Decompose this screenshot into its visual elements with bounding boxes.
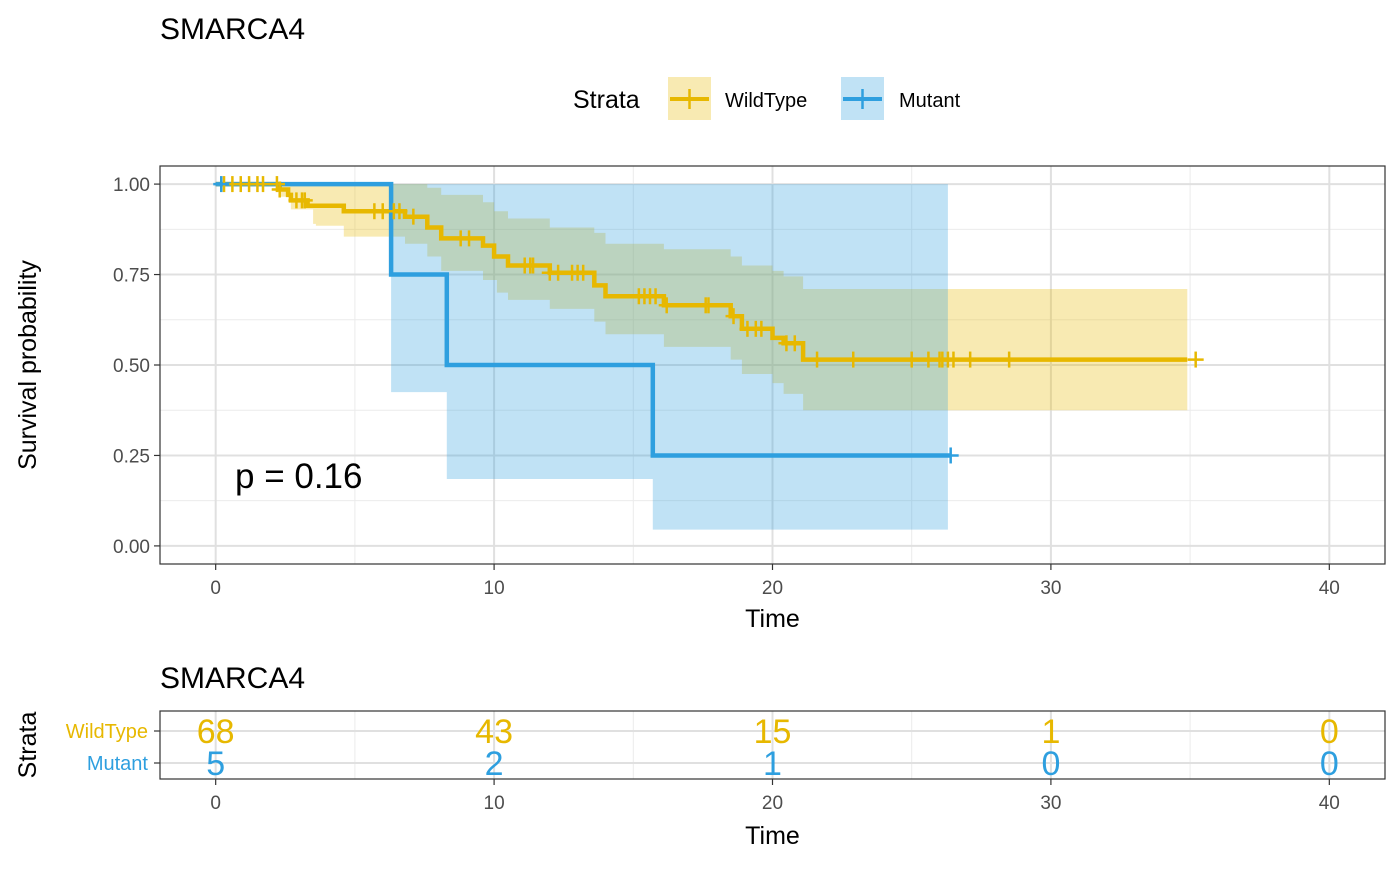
risk-strata-label-mutant: Mutant <box>87 753 149 775</box>
risk-count-mutant: 0 <box>1320 745 1339 783</box>
x-tick-label: 0 <box>210 793 221 814</box>
legend-label-wildtype: WildType <box>725 90 807 112</box>
x-tick-label: 20 <box>762 578 783 599</box>
x-tick-label: 30 <box>1040 578 1061 599</box>
y-tick-label: 0.25 <box>113 446 150 467</box>
legend-title: Strata <box>573 86 640 114</box>
legend-label-mutant: Mutant <box>899 90 961 112</box>
x-axis-title: Time <box>745 605 800 633</box>
x-tick-label: 40 <box>1319 578 1340 599</box>
legend-key-wildtype <box>668 77 711 120</box>
survival-plot: SMARCA4 Strata WildType Mutant 0.000.250… <box>14 13 1386 633</box>
risk-table-title: SMARCA4 <box>160 662 305 695</box>
risk-strata-label-wildtype: WildType <box>66 721 148 743</box>
censor-marks <box>213 176 1204 464</box>
x-tick-label: 30 <box>1040 793 1061 814</box>
y-tick-label: 1.00 <box>113 175 150 196</box>
legend-key-mutant <box>841 77 884 120</box>
x-tick-label: 10 <box>484 793 505 814</box>
risk-grid <box>160 711 1385 779</box>
risk-strata-labels: WildType Mutant <box>66 721 160 775</box>
legend: Strata WildType Mutant <box>573 77 961 120</box>
y-axis-title: Survival probability <box>14 260 42 470</box>
y-axis: 0.00 0.25 0.50 0.75 1.00 <box>113 175 160 558</box>
risk-count-wildtype: 68 <box>197 713 235 751</box>
risk-count-mutant: 5 <box>206 745 225 783</box>
risk-count-mutant: 2 <box>485 745 504 783</box>
risk-count-wildtype: 1 <box>1041 713 1060 751</box>
risk-x-axis: 0 10 20 30 40 <box>210 779 1340 814</box>
pvalue-annotation: p = 0.16 <box>235 457 362 496</box>
x-tick-label: 40 <box>1319 793 1340 814</box>
x-tick-label: 10 <box>484 578 505 599</box>
risk-count-wildtype: 43 <box>475 713 513 751</box>
risk-count-mutant: 1 <box>763 745 782 783</box>
x-axis: 0 10 20 30 40 <box>210 564 1340 599</box>
risk-count-wildtype: 0 <box>1320 713 1339 751</box>
survival-curve-mutant <box>215 181 951 458</box>
risk-count-wildtype: 15 <box>754 713 792 751</box>
y-tick-label: 0.00 <box>113 537 150 558</box>
y-tick-label: 0.75 <box>113 266 150 287</box>
y-tick-label: 0.50 <box>113 356 150 377</box>
risk-count-mutant: 0 <box>1041 745 1060 783</box>
confidence-band-mutant <box>215 184 948 530</box>
risk-x-axis-title: Time <box>745 822 800 850</box>
plot-title: SMARCA4 <box>160 13 305 46</box>
x-tick-label: 0 <box>210 578 221 599</box>
x-tick-label: 20 <box>762 793 783 814</box>
risk-y-axis-title: Strata <box>14 712 42 779</box>
risk-counts: 68 43 15 1 05 2 1 0 0 <box>197 713 1339 783</box>
